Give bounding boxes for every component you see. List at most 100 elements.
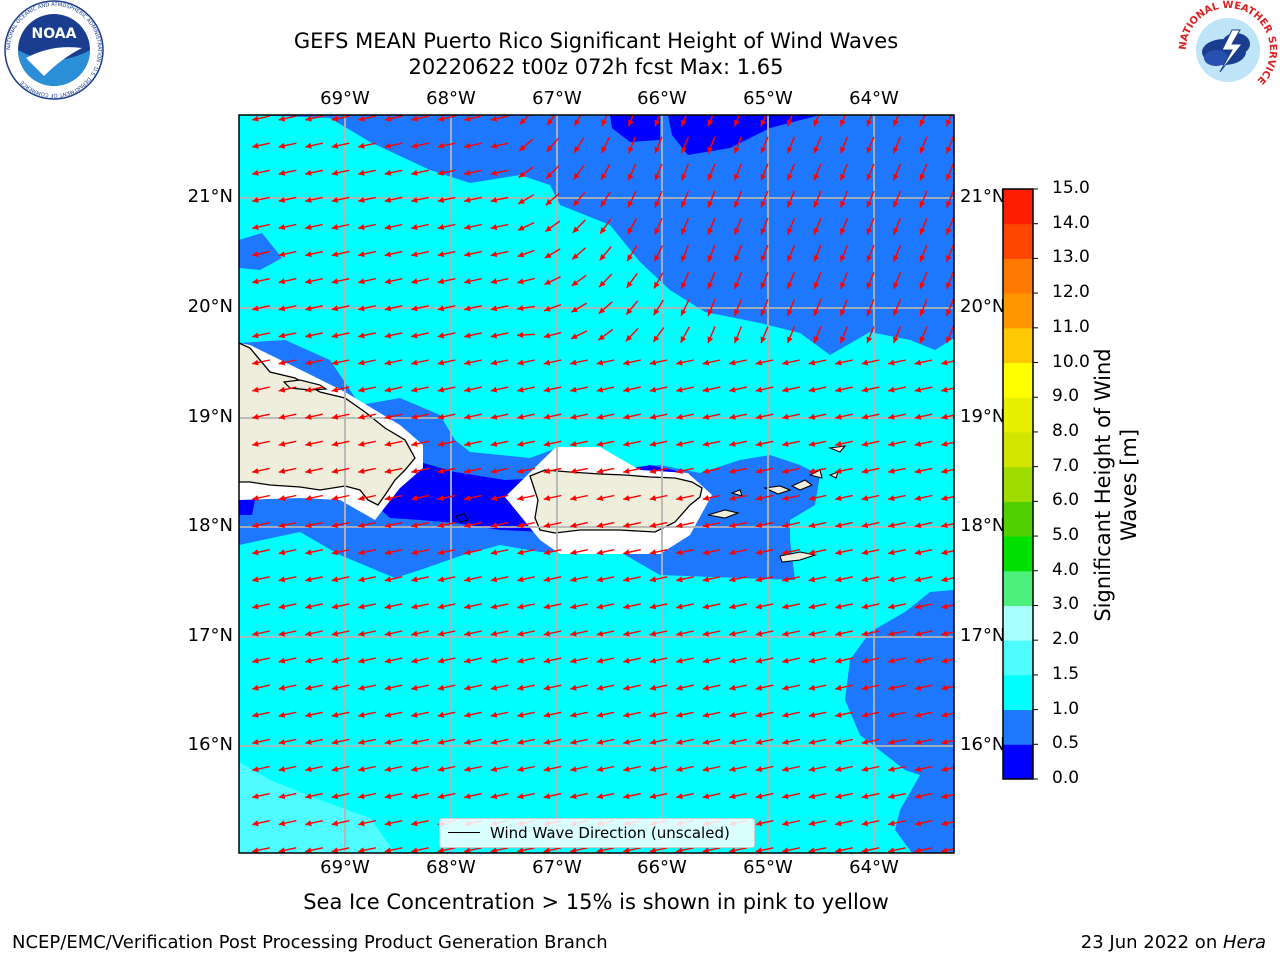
wave-arrow-head [331, 359, 339, 366]
wave-arrow-head [861, 630, 869, 637]
wave-arrow-head [946, 228, 952, 235]
lat-label-left: 21°N [187, 186, 233, 207]
nws-logo: NATIONAL WEATHER SERVICE [1178, 0, 1278, 99]
wave-arrow-head [835, 793, 842, 800]
wave-arrow-head [490, 115, 498, 122]
wave-arrow-head [941, 766, 948, 772]
colorbar-swatch [1003, 258, 1033, 294]
wave-arrow-head [649, 657, 657, 664]
wave-arrow-head [941, 576, 948, 583]
wave-arrow-head [570, 549, 577, 556]
wave-arrow-head [278, 440, 286, 447]
wave-arrow-head [571, 306, 578, 313]
wave-arrow-head [517, 657, 524, 664]
wave-arrow-head [649, 359, 657, 366]
wave-arrow-head [654, 173, 661, 181]
wave-arrow-head [305, 115, 312, 122]
wave-arrow-head [517, 711, 524, 718]
wave-arrow-head [331, 413, 339, 420]
wave-arrow-head [623, 576, 630, 583]
wave-arrow-head [729, 359, 736, 366]
wave-arrow-head [384, 468, 392, 474]
wave-arrow-head [464, 224, 471, 230]
wave-arrow-head [941, 820, 948, 827]
wave-arrow-head [946, 282, 952, 289]
wave-arrow-head [517, 332, 524, 338]
wave-arrow-head [437, 305, 445, 312]
wave-arrow-head [490, 766, 498, 772]
wave-arrow-head [888, 495, 895, 501]
wave-arrow-head [305, 224, 312, 230]
wave-arrow-head [866, 282, 873, 289]
wave-arrow-head [914, 630, 922, 637]
wave-arrow-head [600, 227, 607, 234]
wave-arrow-head [782, 495, 789, 501]
wave-arrow-head [570, 333, 578, 339]
footer-host: Hera [1222, 932, 1266, 953]
wave-arrow-head [729, 522, 736, 529]
wave-arrow-head [384, 251, 392, 258]
lat-label-right: 19°N [960, 406, 1006, 427]
wave-arrow-head [808, 657, 816, 664]
wave-arrow-head [729, 847, 736, 853]
wave-arrow-head [813, 255, 820, 262]
wave-arrow-head [490, 169, 498, 176]
wave-arrow-head [252, 359, 259, 366]
wave-arrow-head [596, 603, 604, 610]
wave-arrow-head [331, 576, 339, 583]
wave-arrow-head [941, 793, 948, 800]
wave-arrow-head [358, 332, 365, 339]
wave-arrow-head [596, 495, 604, 501]
wave-arrow-head [358, 820, 365, 827]
wave-arrow-head [893, 146, 899, 154]
wave-arrow-head [808, 793, 816, 800]
wave-arrow-head [623, 711, 630, 718]
wave-arrow-head [305, 739, 312, 745]
wave-arrow-head [654, 281, 660, 289]
wave-arrow-head [358, 305, 365, 312]
wave-arrow-head [464, 739, 471, 745]
wave-arrow-head [517, 359, 524, 366]
wave-arrow-head [840, 146, 846, 154]
wave-arrow-head [358, 630, 365, 637]
wave-arrow-head [464, 115, 471, 122]
wave-arrow-head [464, 468, 471, 474]
wave-arrow-head [252, 630, 259, 637]
wave-arrow-head [358, 197, 365, 203]
wave-arrow-head [782, 793, 789, 800]
wave-arrow-head [787, 228, 793, 235]
wave-arrow-head [835, 468, 842, 474]
field-0.5-1.0-ne [239, 115, 954, 355]
wave-arrow-head [755, 739, 763, 745]
wave-arrow-head [490, 739, 498, 745]
wave-arrow-head [755, 468, 763, 474]
wave-arrow-head [437, 251, 445, 258]
wave-arrow-head [305, 197, 312, 203]
wave-arrow-head [384, 169, 392, 176]
wave-arrow-head [787, 255, 793, 262]
wave-arrow-head [252, 197, 259, 203]
wave-arrow-head [941, 549, 948, 556]
wave-arrow-head [676, 657, 683, 664]
colorbar-label-line2: Waves [m] [1117, 428, 1141, 542]
wave-arrow-head [331, 522, 339, 529]
wave-arrow-head [437, 169, 445, 176]
wave-arrow-head [914, 386, 922, 393]
wave-arrow-head [649, 386, 657, 393]
wave-arrow-head [437, 684, 445, 691]
wave-arrow-head [252, 766, 259, 772]
wave-arrow-head [861, 684, 869, 691]
wave-arrow-head [755, 440, 763, 447]
wave-arrow-head [490, 495, 498, 501]
wave-arrow-head [787, 200, 793, 208]
wave-arrow-head [840, 119, 846, 127]
wave-arrow-head [835, 603, 842, 610]
wave-arrow-head [517, 413, 524, 420]
wave-arrow-head [654, 254, 660, 262]
wave-arrow-head [331, 820, 339, 827]
colorbar-swatch [1003, 223, 1033, 259]
wave-arrow-head [252, 820, 259, 827]
wave-arrow-head [278, 630, 286, 637]
wave-arrow-head [813, 146, 820, 154]
wave-arrow-head [787, 309, 793, 316]
